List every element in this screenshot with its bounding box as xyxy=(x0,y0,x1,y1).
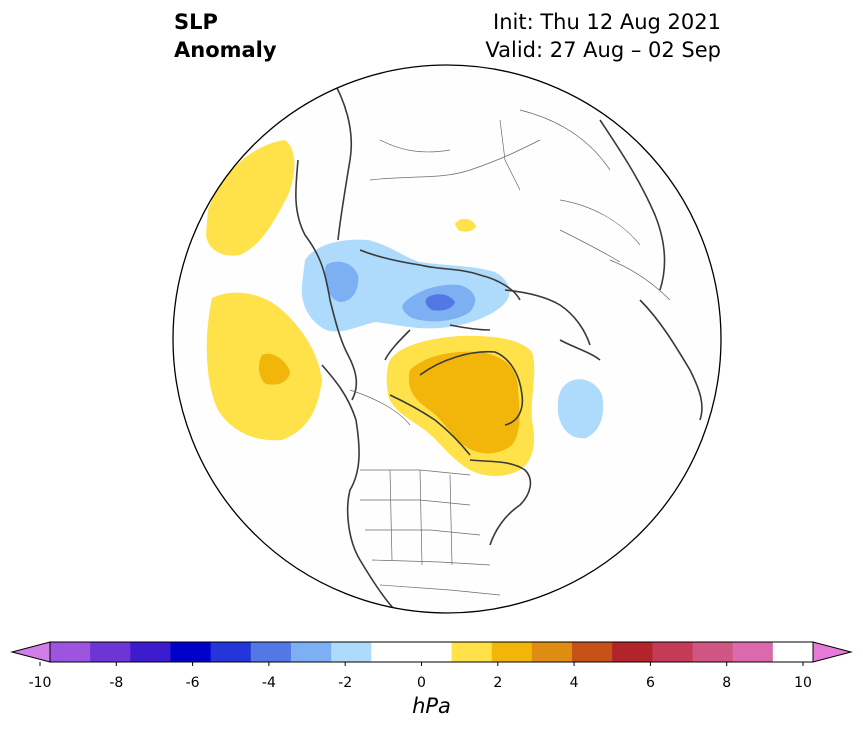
colorbar-segment xyxy=(130,642,171,662)
colorbar-segment xyxy=(531,642,573,662)
colorbar: -10 -8 -6 -4 -2 0 2 4 6 8 10 xyxy=(10,641,853,690)
colorbar-tick-label: 4 xyxy=(570,675,579,690)
negative-anomaly-arctic-core xyxy=(425,294,455,311)
colorbar-segment xyxy=(250,642,292,662)
colorbar-tick-label: 0 xyxy=(417,675,426,690)
colorbar-segment xyxy=(572,642,613,662)
colorbar-segment xyxy=(290,642,332,662)
colorbar-frame xyxy=(49,641,814,663)
colorbar-segment xyxy=(371,642,453,662)
colorbar-segment xyxy=(692,642,734,662)
colorbar-tick-label: 8 xyxy=(722,675,731,690)
colorbar-segment xyxy=(491,642,533,662)
colorbar-tick-label: -10 xyxy=(29,675,52,690)
colorbar-tick-label: -6 xyxy=(186,675,200,690)
colorbar-segment xyxy=(732,642,774,662)
colorbar-segment xyxy=(210,642,252,662)
colorbar-ticks: -10 -8 -6 -4 -2 0 2 4 6 8 10 xyxy=(29,662,812,690)
valid-range: Valid: 27 Aug – 02 Sep xyxy=(485,38,721,62)
colorbar-segment xyxy=(652,642,694,662)
negative-anomaly-north-atlantic xyxy=(557,379,604,439)
colorbar-segment xyxy=(90,642,131,662)
colorbar-tick-label: 10 xyxy=(794,675,812,690)
forecast-info: Init: Thu 12 Aug 2021 Valid: 27 Aug – 02… xyxy=(485,8,721,64)
borders xyxy=(349,109,671,596)
colorbar-segment xyxy=(451,642,493,662)
colorbar-tick-label: -4 xyxy=(262,675,276,690)
positive-anomaly-small-siberia xyxy=(455,218,476,232)
colorbar-tick-label: -8 xyxy=(109,675,123,690)
init-date: Init: Thu 12 Aug 2021 xyxy=(493,10,721,34)
colorbar-tick-label: 2 xyxy=(493,675,502,690)
title-line-1: SLP xyxy=(174,10,218,34)
map-boundary-circle xyxy=(172,64,722,614)
title-line-2: Anomaly xyxy=(174,38,277,62)
positive-anomaly-pacific-west xyxy=(206,140,295,256)
colorbar-segment xyxy=(772,642,814,662)
colorbar-over-arrow xyxy=(812,641,853,663)
colorbar-segment xyxy=(50,642,91,662)
positive-anomaly-north-pacific-core xyxy=(258,353,290,385)
colorbar-tick-label: -2 xyxy=(338,675,352,690)
polar-map xyxy=(172,64,722,614)
colorbar-segment xyxy=(612,642,653,662)
map-title: SLP Anomaly xyxy=(174,8,277,64)
colorbar-segments xyxy=(50,642,814,662)
colorbar-unit-label: hPa xyxy=(412,694,451,718)
positive-anomaly-greenland-core xyxy=(408,351,520,454)
colorbar-segment xyxy=(170,642,212,662)
colorbar-under-arrow xyxy=(10,641,51,663)
colorbar-segment xyxy=(331,642,372,662)
negative-anomaly-siberia-mid xyxy=(324,261,359,302)
colorbar-tick-label: 6 xyxy=(646,675,655,690)
coastlines xyxy=(295,74,703,611)
